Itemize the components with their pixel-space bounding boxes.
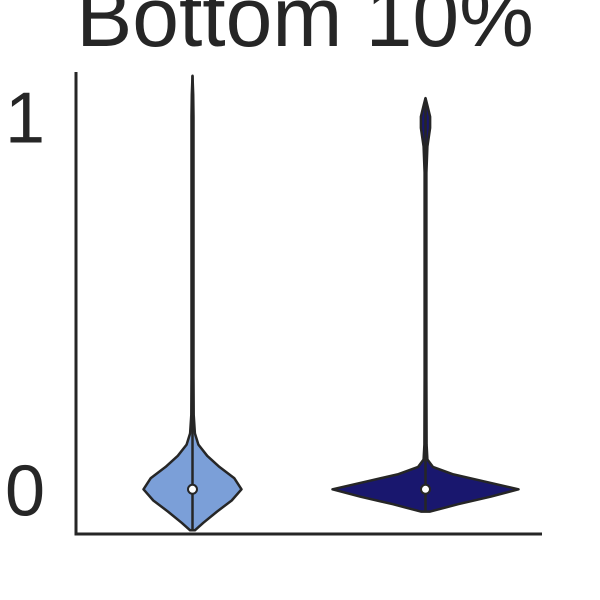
violins — [142, 74, 520, 532]
y-tick-label: 0 — [5, 451, 45, 531]
y-ticks: 01 — [5, 79, 45, 532]
chart-title: Bottom 10% — [76, 0, 534, 64]
y-tick-label: 1 — [5, 79, 45, 159]
median-marker-1 — [187, 483, 198, 495]
median-marker-2 — [420, 483, 431, 495]
